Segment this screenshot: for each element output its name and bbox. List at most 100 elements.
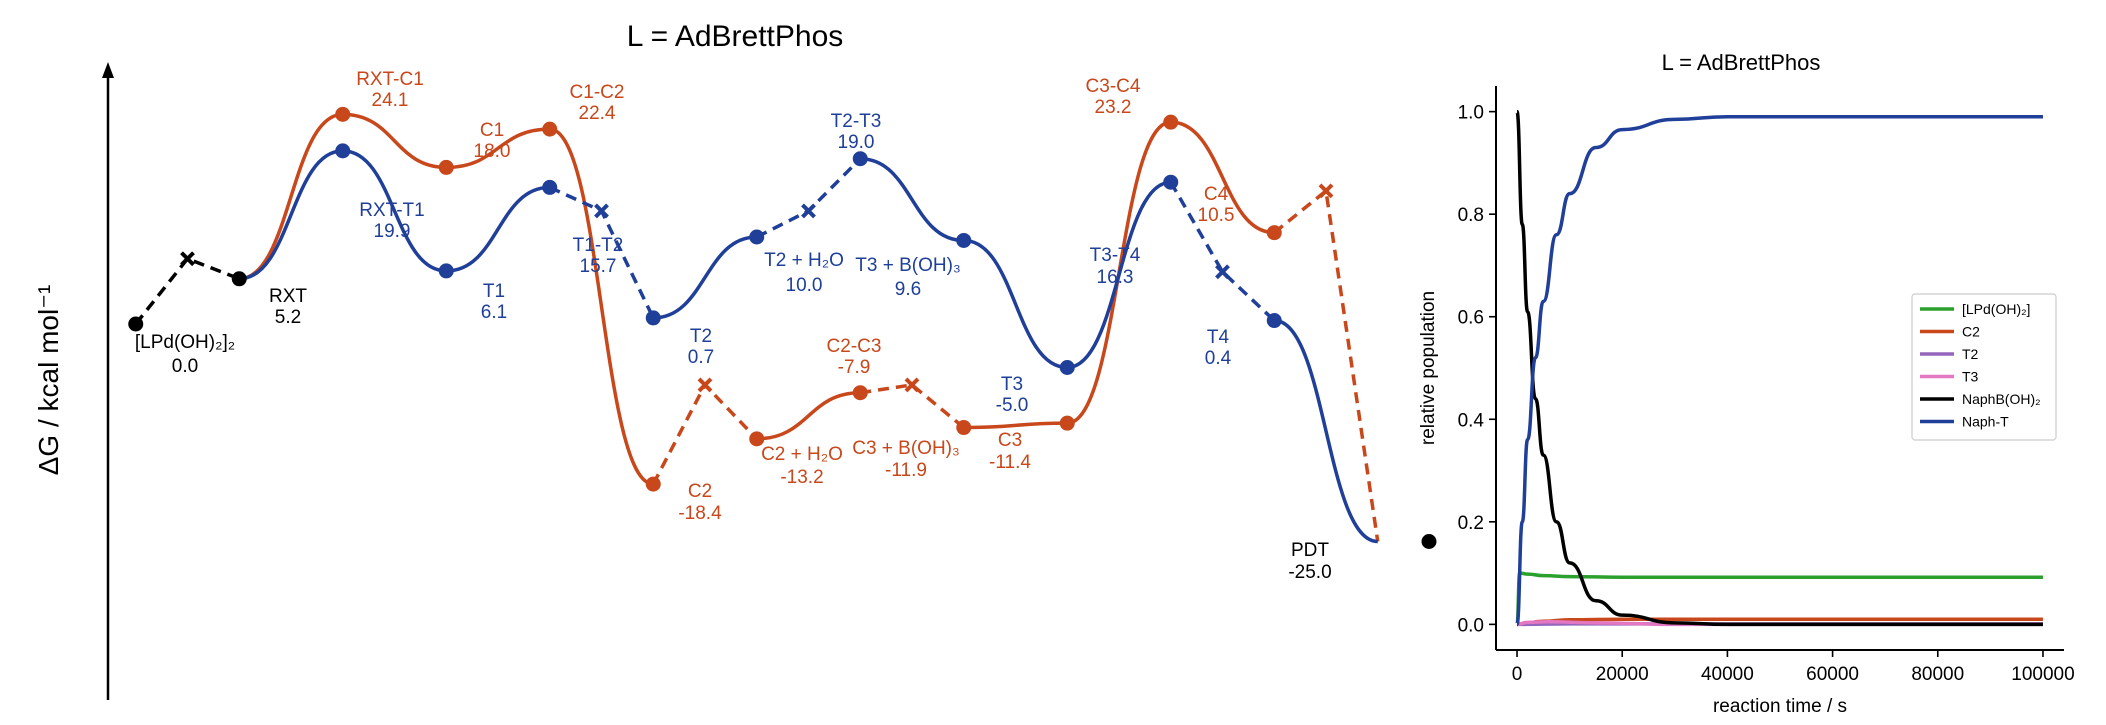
- value-t1-t2: 15.7: [580, 256, 617, 277]
- T-point: [1059, 360, 1075, 375]
- left-y-axis-arrow: [102, 62, 114, 78]
- y-tick-label: 0.0: [1458, 615, 1484, 636]
- T-solid-segment: [1274, 318, 1378, 544]
- value-c3-c4: 23.2: [1095, 97, 1132, 118]
- y-tick-label: 0.8: [1458, 205, 1484, 226]
- T-point: [438, 263, 454, 279]
- T-dashed-segment: [1169, 181, 1276, 322]
- right-title: L = AdBrettPhos: [1662, 50, 1821, 75]
- C-solid-segment: [239, 112, 343, 281]
- right-ticks: 0 20000 40000 60000 80000 100000 0.0 0.2 0.4 0.6 0…: [1458, 103, 2075, 685]
- value-c3-boh3: -11.9: [885, 460, 927, 481]
- C-cross-mark: [1318, 183, 1334, 199]
- left-y-label: ΔG / kcal mol⁻¹: [33, 285, 64, 476]
- legend-label: NaphB(OH)₂: [1962, 391, 2041, 407]
- label-c3-boh3: C3 + B(OH)₃: [852, 438, 960, 459]
- T-solid-segment: [860, 156, 964, 243]
- C-solid-segment: [446, 127, 550, 170]
- point-lpdoh2: [128, 316, 144, 332]
- x-tick-label: 20000: [1596, 664, 1649, 685]
- C-solid-segment: [342, 112, 447, 170]
- T-cross-mark: [1215, 264, 1230, 280]
- label-c3: C3: [998, 430, 1022, 451]
- legend-label: T2: [1962, 346, 1979, 362]
- right-x-label: reaction time / s: [1713, 696, 1847, 717]
- T-cross-mark: [801, 203, 816, 219]
- value-t3-t4: 16.3: [1097, 267, 1134, 288]
- label-lpdoh2: [LPd(OH)₂]₂: [135, 332, 235, 353]
- legend-label: T3: [1962, 369, 1979, 385]
- C-solid-segment: [549, 127, 654, 486]
- T-solid-segment: [1067, 180, 1171, 370]
- C-solid-segment: [756, 390, 861, 441]
- x-tick-label: 80000: [1911, 664, 1964, 685]
- legend-label: [LPd(OH)₂]: [1962, 301, 2030, 317]
- T-dashed-segment: [755, 157, 862, 239]
- label-c2-h2o: C2 + H₂O: [761, 444, 843, 465]
- label-t2-h2o: T2 + H₂O: [764, 250, 844, 271]
- value-rxt-t1: 19.9: [374, 221, 411, 242]
- value-c2: -18.4: [678, 503, 722, 524]
- label-rxt-c1: RXT-C1: [356, 69, 424, 90]
- label-c2-c3: C2-C3: [827, 336, 882, 357]
- label-c2: C2: [688, 481, 712, 502]
- label-t1-t2: T1-T2: [573, 235, 624, 256]
- label-t2: T2: [690, 326, 712, 347]
- T-point: [749, 229, 765, 245]
- C-point: [438, 159, 454, 175]
- value-c1-c2: 22.4: [579, 103, 616, 124]
- value-rxt-c1: 24.1: [372, 90, 409, 111]
- x-tick-label: 40000: [1701, 664, 1754, 685]
- T-solid-segment: [342, 149, 447, 273]
- legend-label: Naph-T: [1962, 414, 2009, 430]
- T-point: [542, 179, 558, 195]
- left-title: L = AdBrettPhos: [627, 20, 844, 53]
- C-solid-segment: [1170, 120, 1275, 235]
- label-t4: T4: [1207, 327, 1230, 348]
- C-cross-mark: [904, 377, 920, 393]
- common-start-line: [134, 256, 240, 326]
- value-pdt: -25.0: [1288, 562, 1331, 583]
- energy-profile-lines: [134, 112, 1380, 544]
- label-t3: T3: [1001, 374, 1023, 395]
- value-t2-h2o: 10.0: [786, 275, 823, 296]
- T-solid-segment: [446, 185, 550, 273]
- population-line-NaphB(OH)₂: [1515, 109, 2043, 627]
- value-t3: -5.0: [996, 395, 1029, 416]
- value-c4: 10.5: [1198, 205, 1235, 226]
- y-tick-label: 0.6: [1458, 308, 1484, 329]
- label-pdt: PDT: [1291, 540, 1329, 561]
- T-point: [645, 310, 661, 326]
- value-t2-t3: 19.0: [838, 132, 875, 153]
- value-c1: 18.0: [474, 141, 511, 162]
- T-solid-segment: [963, 238, 1068, 370]
- T-cross-mark: [594, 203, 609, 219]
- T-point: [335, 143, 351, 159]
- T-point: [852, 151, 868, 167]
- T-point: [956, 232, 972, 248]
- C-dashed-segment: [859, 383, 965, 429]
- label-c3-c4: C3-C4: [1086, 76, 1141, 97]
- T-point: [1163, 174, 1179, 190]
- legend: [LPd(OH)₂] C2 T2 T3 NaphB(OH)₂ Naph-T: [1911, 293, 2057, 441]
- C-dashed-segment: [651, 381, 759, 485]
- value-t1: 6.1: [481, 302, 507, 323]
- value-c2-c3: -7.9: [838, 357, 871, 378]
- label-t2-t3: T2-T3: [831, 111, 882, 132]
- label-t3-boh3: T3 + B(OH)₃: [855, 255, 960, 276]
- label-rxt: RXT: [269, 286, 307, 307]
- y-tick-label: 1.0: [1458, 103, 1484, 124]
- value-t4: 0.4: [1205, 348, 1232, 369]
- C-point: [645, 476, 661, 492]
- point-rxt: [231, 271, 247, 287]
- label-rxt-t1: RXT-T1: [359, 200, 424, 221]
- population-lines: [1515, 109, 2043, 627]
- label-t3-t4: T3-T4: [1090, 245, 1141, 266]
- y-tick-label: 0.4: [1458, 410, 1485, 431]
- C-point: [1163, 114, 1179, 130]
- value-t2: 0.7: [688, 347, 714, 368]
- y-tick-label: 0.2: [1458, 513, 1484, 534]
- x-tick-label: 0: [1512, 664, 1523, 685]
- C-point: [335, 106, 351, 122]
